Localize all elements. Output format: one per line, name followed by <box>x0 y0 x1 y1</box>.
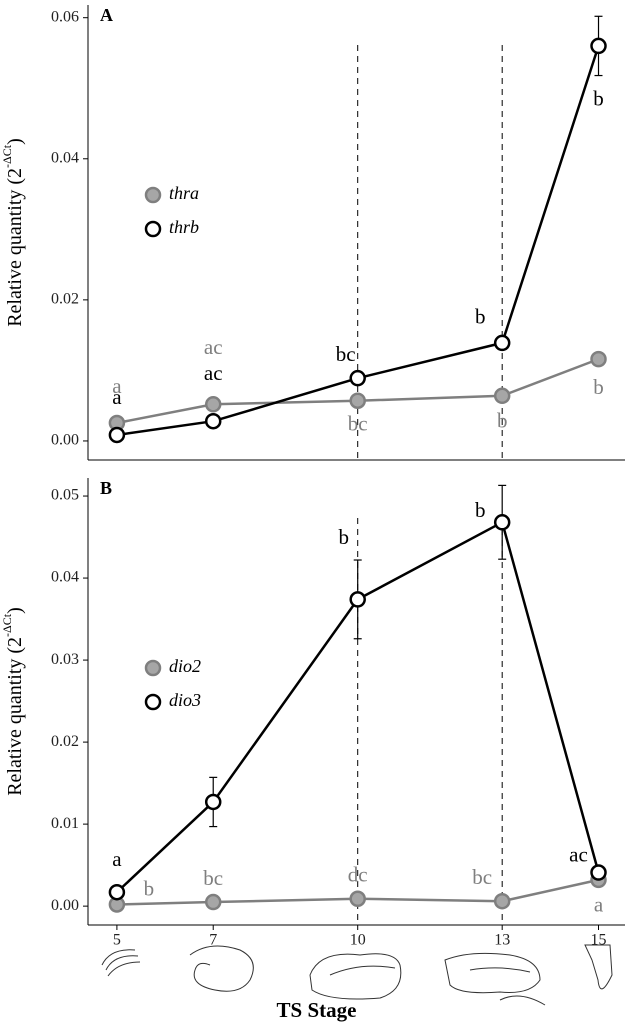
y-label-text: Relative quantity (2 <box>4 168 26 327</box>
significance-letter: ac <box>204 335 223 359</box>
data-point <box>349 591 366 608</box>
significance-letter: bc <box>336 342 356 366</box>
significance-letter: b <box>593 375 604 399</box>
y-label-end: ) <box>4 138 26 145</box>
significance-letter: a <box>112 385 122 409</box>
data-point <box>493 387 511 405</box>
y-axis-label: Relative quantity (2-ΔCt) <box>0 607 26 796</box>
significance-letter: a <box>594 893 604 917</box>
x-tick-label: 13 <box>494 932 510 949</box>
data-point <box>204 793 222 811</box>
y-tick-label: 0.01 <box>51 815 79 832</box>
significance-letter: b <box>475 498 486 522</box>
legend-label: dio3 <box>169 690 201 710</box>
y-tick-label: 0.03 <box>51 651 79 668</box>
significance-letter: dc <box>348 863 368 887</box>
significance-letter: b <box>338 525 349 549</box>
significance-letter: bc <box>348 412 368 436</box>
panel-label: B <box>100 478 112 498</box>
significance-letter: b <box>475 305 486 329</box>
data-point <box>108 426 126 444</box>
data-point <box>493 334 511 352</box>
y-tick-label: 0.02 <box>51 291 79 308</box>
data-point <box>108 883 126 901</box>
y-tick-label: 0.04 <box>51 149 79 166</box>
significance-letter: ac <box>204 361 223 385</box>
significance-letter: a <box>112 374 122 398</box>
x-tick-label: 15 <box>591 932 607 949</box>
data-point <box>349 890 366 908</box>
y-label-sup: -ΔCt <box>0 144 14 168</box>
y-label-end: ) <box>4 607 26 614</box>
y-tick-label: 0.00 <box>51 897 79 914</box>
significance-letter: a <box>112 847 122 871</box>
stage-sketches <box>101 944 613 1006</box>
data-point <box>590 864 607 881</box>
legend-label: dio2 <box>169 656 201 676</box>
data-point <box>349 369 366 387</box>
y-tick-label: 0.05 <box>51 487 79 504</box>
data-point <box>493 514 511 531</box>
data-point <box>204 412 222 430</box>
panel-label: A <box>100 5 113 25</box>
data-point <box>493 892 511 910</box>
data-point <box>590 37 607 55</box>
significance-letter: bc <box>472 865 492 889</box>
y-tick-label: 0.06 <box>51 8 79 25</box>
y-label-sup: -ΔCt <box>0 613 14 637</box>
y-tick-label: 0.02 <box>51 733 79 750</box>
y-axis-label: Relative quantity (2-ΔCt) <box>0 138 26 327</box>
legend-label: thrb <box>169 217 199 237</box>
data-point <box>204 396 222 413</box>
x-tick-label: 10 <box>350 932 366 949</box>
significance-letter: b <box>593 87 604 111</box>
legend-marker <box>144 186 162 204</box>
significance-letter: b <box>497 409 508 433</box>
significance-letter: ac <box>569 842 588 866</box>
significance-letter: bc <box>203 866 223 890</box>
legend-marker <box>144 659 162 677</box>
y-tick-label: 0.04 <box>51 569 79 586</box>
data-point <box>590 350 607 368</box>
legend-marker <box>144 693 162 711</box>
data-point <box>349 392 366 409</box>
y-label-text: Relative quantity (2 <box>4 637 26 796</box>
legend-marker <box>144 220 162 238</box>
x-tick-label: 5 <box>113 932 121 949</box>
x-tick-label: 7 <box>209 932 217 949</box>
data-point <box>204 893 222 911</box>
significance-letter: b <box>144 876 155 900</box>
x-axis-label: TS Stage <box>277 998 357 1022</box>
legend-label: thra <box>169 183 199 203</box>
y-tick-label: 0.00 <box>51 432 79 449</box>
